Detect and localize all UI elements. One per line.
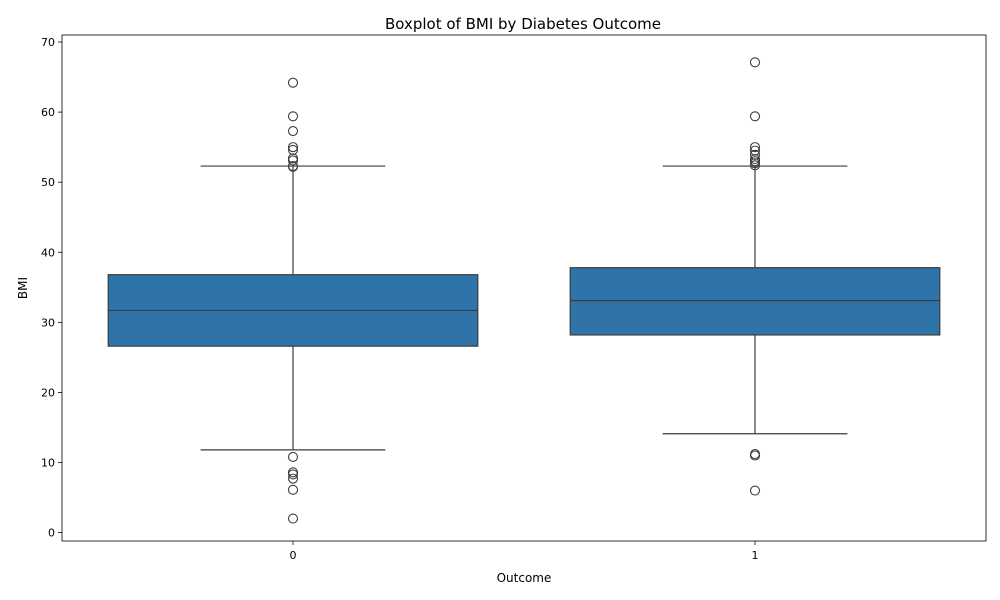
box-group-0 <box>107 77 479 524</box>
outlier-point <box>287 451 299 462</box>
y-tick-label: 70 <box>41 36 55 49</box>
y-tick-label: 20 <box>41 386 55 399</box>
box-group-1 <box>569 57 941 496</box>
outlier-point <box>749 142 761 153</box>
outlier-point <box>287 473 299 484</box>
outlier-point <box>287 144 299 155</box>
y-tick-label: 10 <box>41 457 55 470</box>
y-tick-label: 30 <box>41 316 55 329</box>
outlier-point <box>749 485 761 496</box>
outlier-point <box>287 469 299 480</box>
y-tick-label: 50 <box>41 176 55 189</box>
outlier-point <box>287 161 299 172</box>
x-tick-label: 0 <box>290 549 297 562</box>
outlier-point <box>287 111 299 122</box>
y-tick-label: 60 <box>41 106 55 119</box>
y-tick-label: 40 <box>41 246 55 259</box>
x-axis-label: Outcome <box>497 571 552 585</box>
outlier-point <box>287 142 299 153</box>
outlier-point <box>287 77 299 88</box>
outlier-point <box>287 513 299 524</box>
outlier-point <box>749 145 761 156</box>
outlier-point <box>287 125 299 137</box>
plot-area <box>107 57 941 524</box>
outlier-point <box>749 149 761 160</box>
y-axis: 0 10 20 30 40 50 60 70 <box>41 36 62 540</box>
outlier-point <box>287 155 299 166</box>
y-tick-label: 0 <box>48 527 55 540</box>
outlier-point <box>749 111 761 122</box>
outlier-point <box>749 57 761 68</box>
outlier-point <box>749 160 761 171</box>
plot-frame <box>61 34 987 542</box>
chart-title: Boxplot of BMI by Diabetes Outcome <box>385 15 661 33</box>
x-tick-label: 1 <box>752 549 759 562</box>
box-iqr <box>569 267 941 336</box>
y-axis-label: BMI <box>16 277 30 299</box>
outlier-point <box>749 450 761 461</box>
outlier-point <box>287 484 299 495</box>
